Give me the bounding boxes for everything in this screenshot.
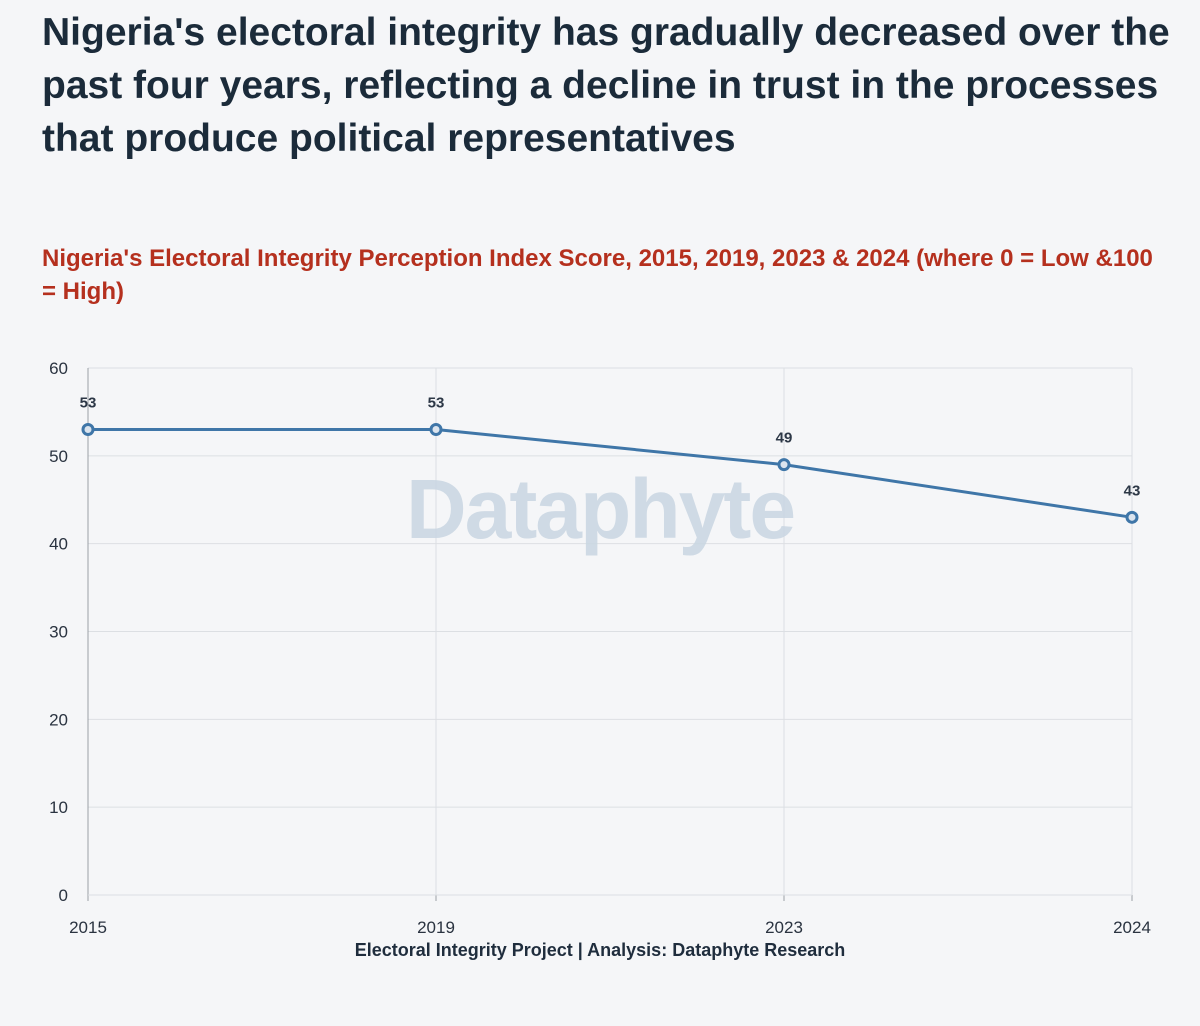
- data-point: [429, 422, 443, 436]
- x-tick-label: 2015: [69, 918, 107, 937]
- x-tick-label: 2019: [417, 918, 455, 937]
- y-tick-label: 20: [49, 710, 68, 729]
- series-layer: [81, 422, 1139, 524]
- y-tick-label: 0: [59, 886, 68, 905]
- data-point: [777, 458, 791, 472]
- source-credit: Electoral Integrity Project | Analysis: …: [354, 940, 846, 960]
- x-tick-label: 2024: [1113, 918, 1151, 937]
- y-tick-label: 50: [49, 447, 68, 466]
- y-tick-label: 40: [49, 535, 68, 554]
- data-label: 53: [80, 394, 97, 411]
- chart-subtitle: Nigeria's Electoral Integrity Perception…: [42, 245, 1153, 305]
- data-label: 49: [776, 430, 793, 447]
- label-layer: 53 53 49 43: [80, 394, 1141, 499]
- y-tick-label: 10: [49, 798, 68, 817]
- axis-layer: 0 10 20 30 40 50 60 2015 2019 2023 2024: [49, 359, 1151, 937]
- chart-headline: Nigeria's electoral integrity has gradua…: [42, 11, 1170, 160]
- data-point: [1125, 510, 1139, 524]
- y-tick-label: 30: [49, 623, 68, 642]
- data-label: 53: [428, 394, 445, 411]
- y-tick-label: 60: [49, 359, 68, 378]
- grid-layer: [88, 367, 1133, 895]
- watermark-logo: Dataphyte: [406, 462, 794, 556]
- x-tick-label: 2023: [765, 918, 803, 937]
- data-label: 43: [1124, 482, 1141, 499]
- data-point: [81, 422, 95, 436]
- series-line: [88, 427, 1133, 519]
